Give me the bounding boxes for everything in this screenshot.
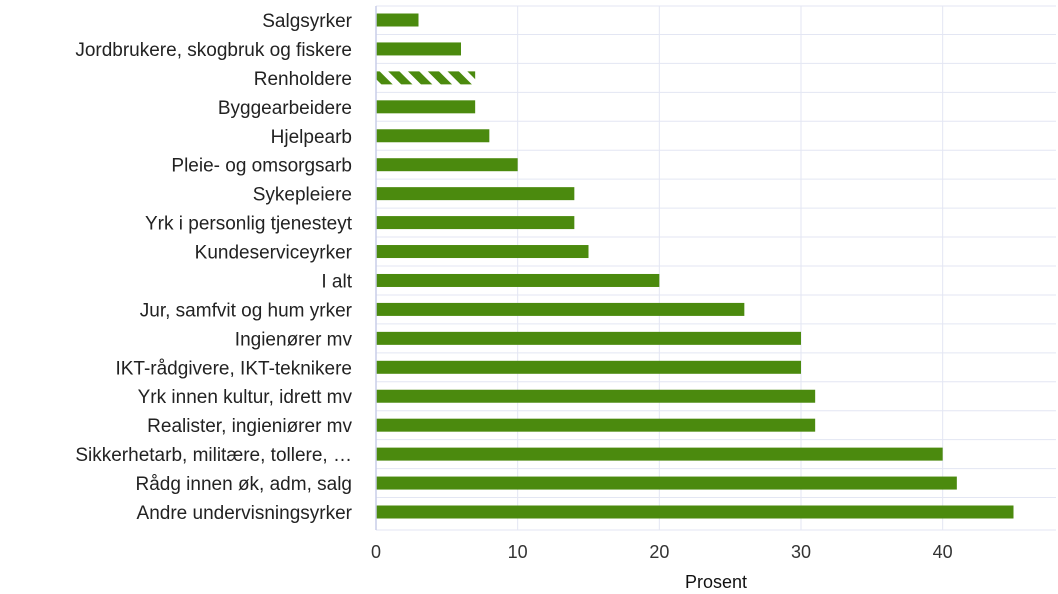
category-label: Salgsyrker — [262, 11, 352, 32]
bar — [376, 158, 518, 172]
category-labels: Salgsyrker Jordbrukere, skogbruk og fiske… — [75, 11, 352, 524]
category-label: Jordbrukere, skogbruk og fiskere — [75, 40, 352, 61]
bar — [376, 42, 461, 56]
bar — [376, 331, 801, 345]
x-tick-label: 10 — [508, 542, 528, 562]
bar — [376, 447, 943, 461]
bar — [376, 302, 745, 316]
category-label: Realister, ingieniører mv — [147, 416, 352, 437]
x-tick-label: 0 — [371, 542, 381, 562]
bars — [376, 13, 1014, 519]
bar — [376, 389, 816, 403]
bar — [376, 273, 660, 287]
category-label: I alt — [321, 271, 352, 292]
category-label: IKT-rådgivere, IKT-teknikere — [115, 358, 352, 379]
bar — [376, 245, 589, 259]
bar — [376, 187, 575, 201]
category-label: Jur, samfvit og hum yrker — [140, 300, 353, 321]
bar — [376, 129, 490, 143]
x-axis-title: Prosent — [685, 572, 747, 592]
bar — [376, 360, 801, 374]
category-label: Ingienører mv — [235, 329, 353, 350]
category-label: Pleie- og omsorgsarb — [171, 156, 352, 177]
bar — [376, 13, 419, 27]
category-label: Yrk i personlig tjenesteyt — [145, 214, 353, 235]
category-label: Sykepleiere — [253, 185, 352, 206]
bar — [376, 505, 1014, 519]
category-label: Renholdere — [254, 69, 352, 90]
x-tick-label: 30 — [791, 542, 811, 562]
category-label: Byggearbeidere — [218, 98, 352, 119]
x-tick-labels: 0 10 20 30 40 — [371, 542, 953, 562]
category-label: Andre undervisningsyrker — [137, 503, 353, 524]
x-tick-label: 40 — [933, 542, 953, 562]
bar — [376, 71, 476, 85]
gridlines — [376, 5, 1056, 531]
category-label: Hjelpearb — [271, 127, 352, 148]
bar — [376, 418, 816, 432]
bar — [376, 476, 957, 490]
category-label: Yrk innen kultur, idrett mv — [138, 387, 353, 408]
bar — [376, 100, 476, 114]
category-label: Sikkerhetarb, militære, tollere, … — [75, 445, 352, 466]
category-label: Kundeserviceyrker — [195, 243, 353, 264]
category-label: Rådg innen øk, adm, salg — [135, 474, 352, 495]
bar — [376, 216, 575, 230]
x-tick-label: 20 — [649, 542, 669, 562]
